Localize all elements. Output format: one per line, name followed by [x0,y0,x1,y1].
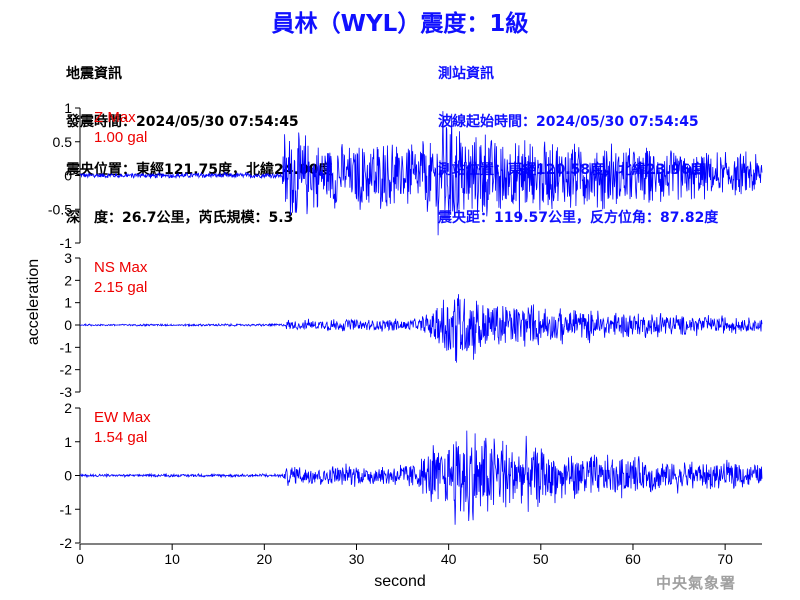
earthquake-info-heading: 地震資訊 [66,66,122,82]
x-axis-label: second [374,573,426,590]
x-tick-label: 10 [164,551,180,567]
y-tick-label: 3 [64,250,72,266]
waveform-trace-z [79,111,763,236]
y-tick-label: -1 [60,501,73,517]
panel-ew: 2 1 0 -1 -2 EW Max 1.54 gal [60,400,763,551]
y-tick-label: 2 [64,400,72,416]
station-info-heading: 測站資訊 [438,66,494,82]
y-tick-label: 2 [64,272,72,288]
waveform-trace-ew [79,430,763,525]
y-tick-label: -1 [60,235,73,251]
x-tick-label: 20 [257,551,273,567]
depth-magnitude: 深 度：26.7公里，芮氏規模：5.3 [66,210,294,226]
y-tick-label: -1 [60,339,73,355]
max-component-label: Z Max [94,109,136,126]
max-component-label: NS Max [94,259,148,276]
distance-azimuth: 震央距：119.57公里，反方位角：87.82度 [438,210,719,226]
y-tick-label: -3 [60,384,73,400]
origin-time: 發震時間：2024/05/30 07:54:45 [66,114,299,130]
y-axis-label: acceleration [25,259,42,345]
max-component-label: EW Max [94,409,151,426]
y-tick-label: 0 [64,168,72,184]
x-tick-label: 60 [625,551,641,567]
credit-logo: 中央氣象署 [656,574,737,592]
max-value-label: 1.00 gal [94,129,147,146]
y-tick-label: -2 [60,535,73,551]
panel-z: 1 0.5 0 -0.5 -1 Z Max 1.00 gal [48,100,763,251]
y-tick-label: 0 [64,468,72,484]
y-tick-label: 1 [64,100,72,116]
panel-ns: 3 2 1 0 -1 -2 -3 NS Max 2.15 gal [60,250,763,400]
x-tick-label: 0 [76,551,84,567]
x-tick-label: 70 [717,551,733,567]
x-tick-label: 30 [349,551,365,567]
y-tick-label: 0 [64,317,72,333]
wave-start-time: 波線起始時間：2024/05/30 07:54:45 [438,114,699,130]
earthquake-info: 地震資訊 發震時間：2024/05/30 07:54:45 震央位置：東經121… [66,34,332,242]
y-tick-label: 0.5 [53,134,73,150]
waveform-trace-ns [79,294,763,363]
y-tick-label: 1 [64,295,72,311]
chart-title: 員林（WYL）震度：1級 [271,11,529,37]
max-value-label: 1.54 gal [94,429,147,446]
x-tick-label: 40 [441,551,457,567]
y-tick-label: -0.5 [48,201,72,217]
y-tick-label: -2 [60,362,73,378]
y-tick-label: 1 [64,434,72,450]
max-value-label: 2.15 gal [94,279,147,296]
x-tick-label: 50 [533,551,549,567]
